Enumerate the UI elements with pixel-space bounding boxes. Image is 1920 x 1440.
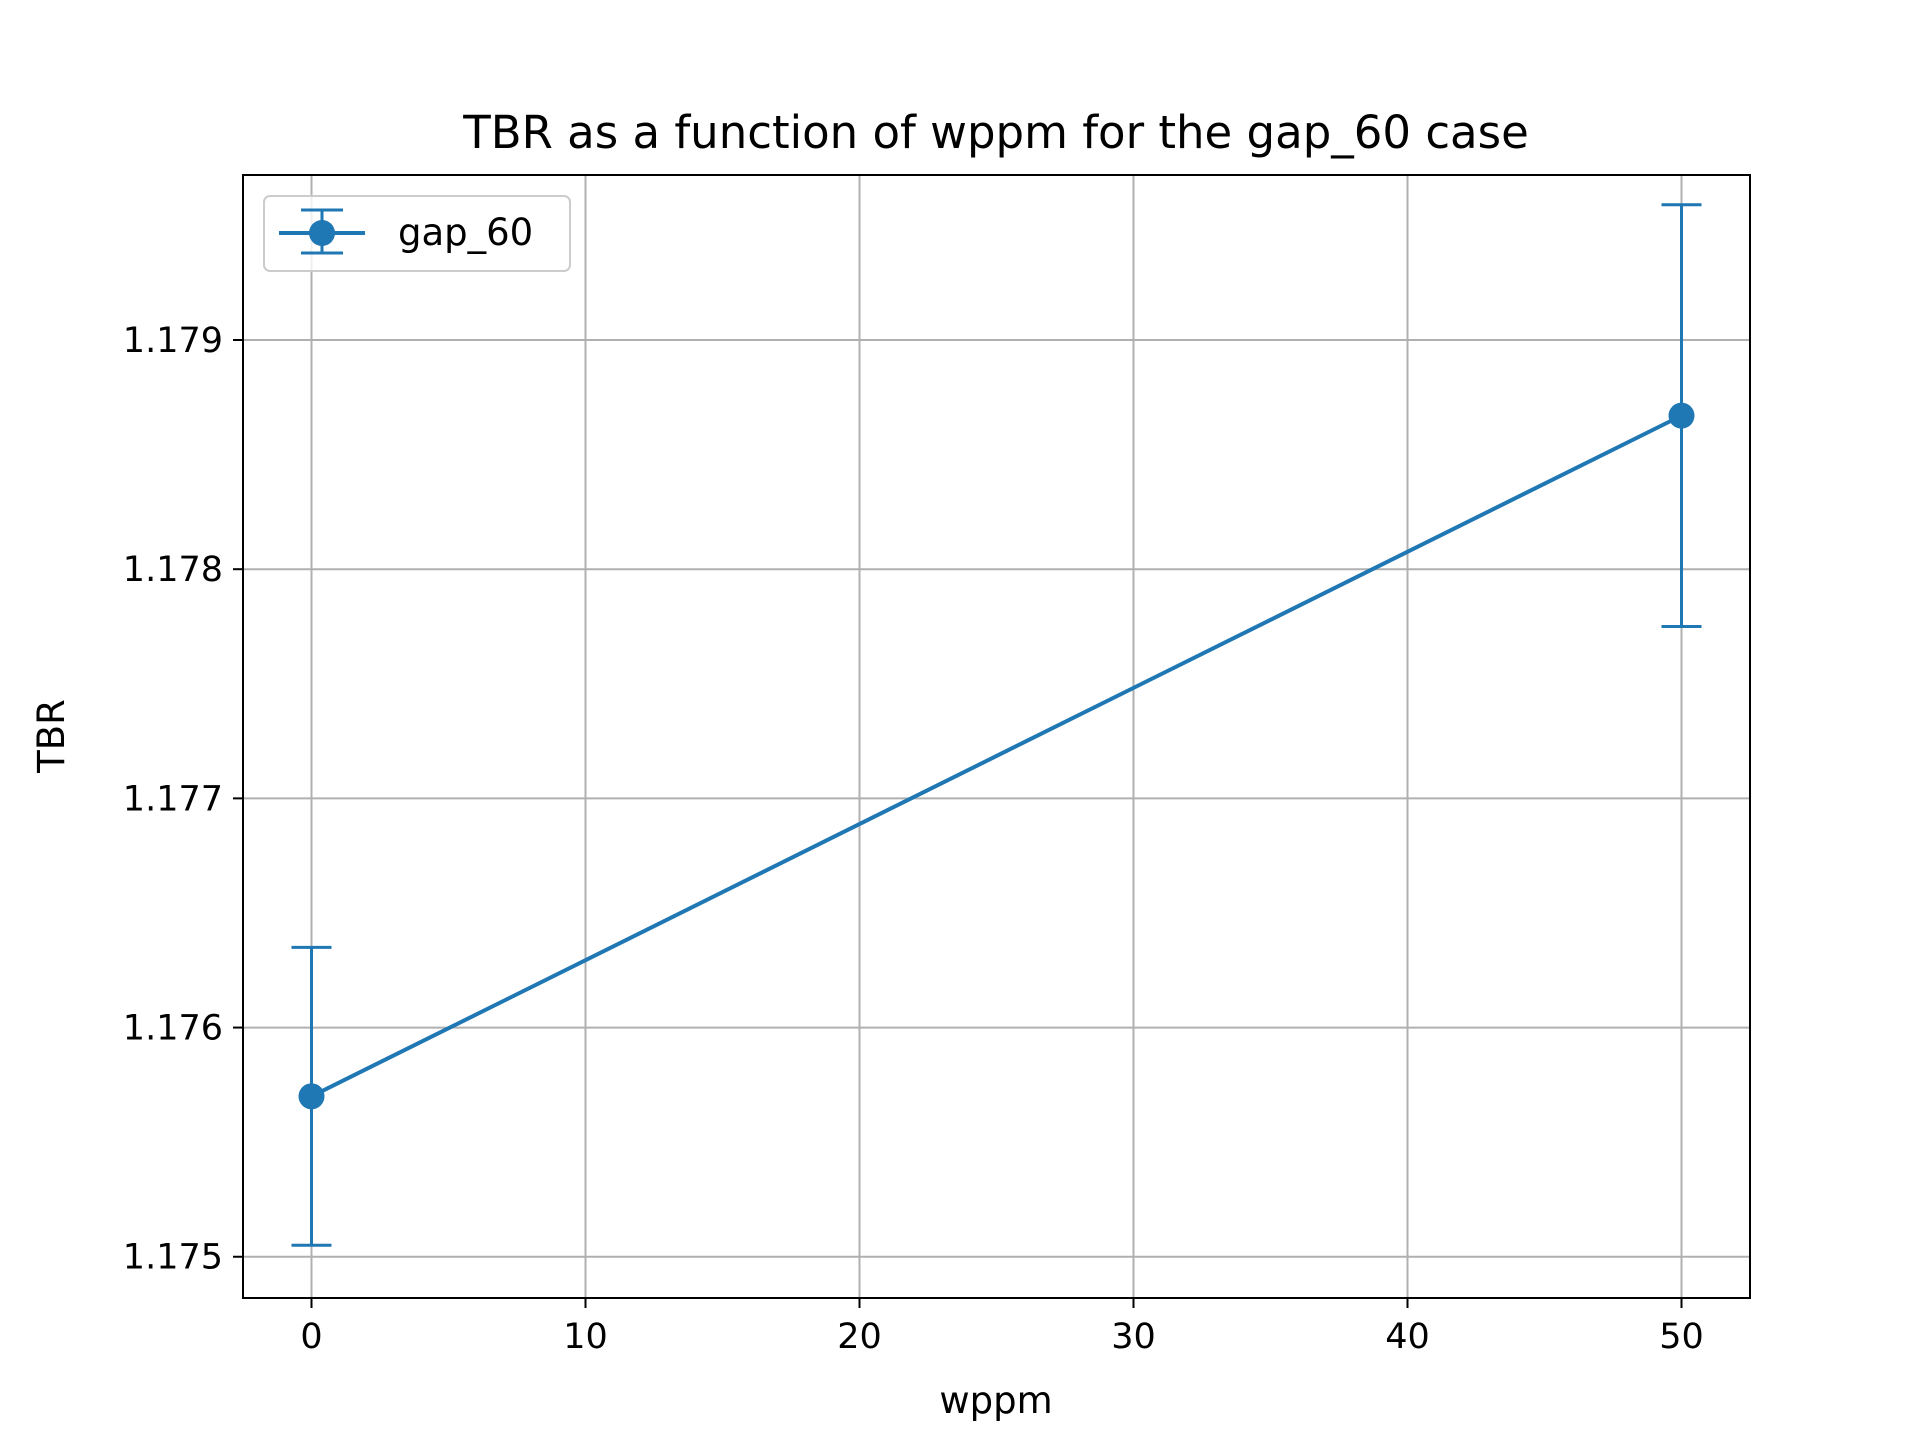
legend-label-gap_60: gap_60 xyxy=(398,211,533,254)
x-axis: 0 10 20 30 40 50 xyxy=(300,1298,1704,1357)
y-axis: 1.175 1.176 1.177 1.178 1.179 xyxy=(123,321,243,1278)
series-layer xyxy=(291,203,1702,1247)
data-point xyxy=(1668,402,1695,429)
x-tick-label: 0 xyxy=(300,1317,322,1357)
y-tick-label: 1.179 xyxy=(123,321,223,361)
legend-marker xyxy=(309,220,335,246)
series-line-gap_60 xyxy=(310,413,1683,1099)
y-tick-label: 1.176 xyxy=(123,1009,223,1049)
x-tick-label: 10 xyxy=(563,1317,608,1357)
plot-area xyxy=(243,175,1750,1298)
grid xyxy=(243,175,1750,1298)
x-axis-title: wppm xyxy=(939,1379,1052,1422)
chart-title: TBR as a function of wppm for the gap_60… xyxy=(462,106,1529,159)
legend: gap_60 xyxy=(263,195,571,272)
y-axis-title: TBR xyxy=(30,699,73,774)
y-tick-label: 1.178 xyxy=(123,550,223,590)
x-tick-label: 20 xyxy=(837,1317,882,1357)
y-tick-label: 1.177 xyxy=(123,779,223,819)
data-point xyxy=(298,1083,325,1110)
x-tick-label: 30 xyxy=(1111,1317,1156,1357)
x-tick-label: 50 xyxy=(1659,1317,1704,1357)
plot-frame xyxy=(242,174,1751,1299)
x-tick-label: 40 xyxy=(1385,1317,1430,1357)
y-tick-label: 1.175 xyxy=(123,1238,223,1278)
